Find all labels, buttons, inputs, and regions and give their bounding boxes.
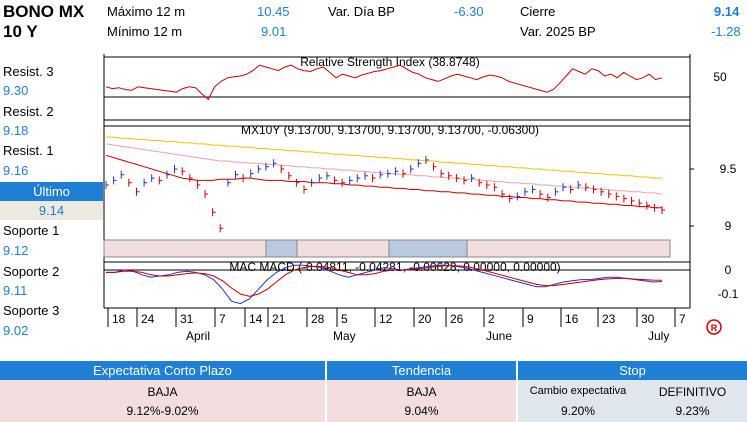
resist2-value: 9.18	[3, 123, 29, 138]
var-dia-label: Var. Día BP	[328, 4, 395, 19]
cierre-value: 9.14	[714, 4, 740, 19]
ma-pink-line	[105, 143, 663, 195]
ma-yellow-line	[106, 136, 662, 179]
min12-label: Mínimo 12 m	[107, 24, 183, 39]
soporte3-label: Soporte 3	[3, 303, 60, 318]
x-tick-label: 23	[602, 312, 616, 326]
stop-definitivo-label: DEFINITIVO	[658, 385, 727, 399]
trend-band-up-2	[388, 239, 468, 258]
x-tick-label: 18	[112, 312, 126, 326]
tendencia-header: Tendencia	[327, 361, 516, 380]
trend-band-bg	[103, 239, 671, 258]
ultimo-value: 9.14	[38, 203, 65, 218]
max12-value: 10.45	[257, 4, 290, 19]
expectativa-value: BAJA	[147, 385, 178, 399]
x-tick-label: 16	[565, 312, 579, 326]
x-tick-label: 28	[311, 312, 325, 326]
var2025-value: -1.28	[711, 24, 741, 39]
tendencia-level: 9.04%	[404, 404, 439, 418]
expectativa-cell: BAJA 9.12%-9.02%	[0, 380, 325, 422]
price-bars	[105, 155, 665, 233]
x-tick-label: 7	[679, 312, 686, 326]
rsi-title: Relative Strength Index (38.8748)	[300, 55, 479, 69]
x-tick-label: 24	[141, 312, 155, 326]
svg-text:R: R	[711, 323, 718, 333]
macd-signal-line	[106, 265, 663, 297]
max12-label: Máximo 12 m	[107, 4, 186, 19]
min12-value: 9.01	[261, 24, 287, 39]
rsi-panel: Relative Strength Index (38.8748) 50	[103, 54, 727, 308]
stop-cambio-label: Cambio expectativa	[529, 385, 627, 397]
macd-title: MAC MACD (-0.04811, -0.04281, -0.00628, …	[229, 260, 560, 274]
x-tick-label: 26	[450, 312, 464, 326]
x-tick-label: 12	[379, 312, 393, 326]
soporte2-label: Soporte 2	[3, 264, 60, 279]
resist1-label: Resist. 1	[3, 143, 54, 158]
resist2-label: Resist. 2	[3, 104, 54, 119]
x-tick-label: 7	[219, 312, 226, 326]
macd-ytick-0: 0	[725, 263, 732, 277]
trend-band	[103, 239, 671, 258]
macd-panel: MAC MACD (-0.04811, -0.04281, -0.00628, …	[104, 260, 739, 305]
macd-ytick-m01: -0.1	[718, 287, 739, 301]
x-tick-label: 31	[180, 312, 194, 326]
ultimo-label: Último	[33, 184, 70, 199]
tendencia-value: BAJA	[406, 385, 437, 399]
stop-header: Stop	[518, 361, 747, 380]
stop-definitivo-value: 9.23%	[675, 404, 710, 418]
x-tick-label: 9	[527, 312, 534, 326]
x-month-label: June	[486, 329, 512, 343]
instrument-tenor: 10 Y	[3, 22, 38, 41]
price-ytick-9.5: 9.5	[720, 162, 737, 176]
instrument-name: BONO MX	[3, 2, 85, 21]
x-tick-label: 5	[341, 312, 348, 326]
var2025-label: Var. 2025 BP	[520, 24, 596, 39]
expectativa-range: 9.12%-9.02%	[126, 404, 199, 418]
ultimo-box: 9.14	[0, 201, 103, 220]
x-month-label: May	[333, 329, 356, 343]
expectativa-header: Expectativa Corto Plazo	[0, 361, 325, 380]
ma-red-line	[105, 154, 662, 209]
rsi-ytick-50: 50	[713, 70, 727, 84]
rsi-line	[105, 64, 663, 101]
soporte1-value: 9.12	[3, 243, 29, 258]
x-month-label: July	[648, 329, 669, 343]
ultimo-header: Último	[0, 182, 103, 201]
tendencia-cell: BAJA 9.04%	[327, 380, 516, 422]
price-ytick-9.0: 9	[725, 219, 732, 233]
logo-icon: R	[706, 319, 722, 335]
stop-cell: Cambio expectativa 9.20% DEFINITIVO 9.23…	[518, 380, 747, 422]
resist3-value: 9.30	[3, 83, 29, 98]
x-axis: 18 24 31 7 14 21 28 5 12 20 26 2 9 16 23 30 7 April May Jun…	[104, 307, 690, 343]
x-tick-label: 14	[249, 312, 263, 326]
x-tick-label: 2	[488, 312, 495, 326]
soporte3-value: 9.02	[3, 323, 29, 338]
var-dia-value: -6.30	[454, 4, 484, 19]
x-tick-label: 21	[272, 312, 286, 326]
chart-svg: Relative Strength Index (38.8748) 50 MX1…	[103, 54, 739, 343]
x-month-label: April	[186, 329, 210, 343]
price-title: MX10Y (9.13700, 9.13700, 9.13700, 9.1370…	[241, 123, 539, 137]
trend-band-up-1	[265, 239, 298, 258]
resist1-value: 9.16	[3, 163, 29, 178]
price-panel: MX10Y (9.13700, 9.13700, 9.13700, 9.1370…	[104, 123, 737, 233]
resist3-label: Resist. 3	[3, 64, 54, 79]
x-tick-label: 20	[418, 312, 432, 326]
x-tick-label: 30	[641, 312, 655, 326]
soporte2-value: 9.11	[3, 283, 28, 298]
soporte1-label: Soporte 1	[3, 223, 60, 238]
cierre-label: Cierre	[520, 4, 556, 19]
stop-cambio-value: 9.20%	[560, 404, 596, 418]
